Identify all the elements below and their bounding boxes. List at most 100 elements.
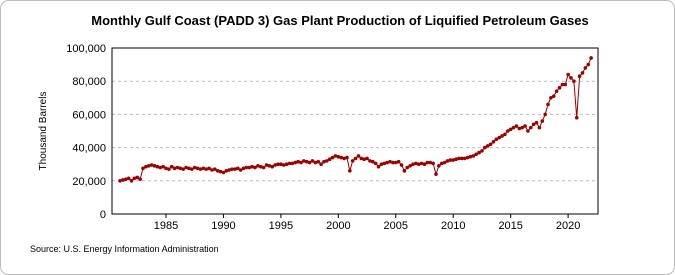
data-point <box>227 168 231 172</box>
data-point <box>416 162 421 166</box>
data-point <box>198 167 203 171</box>
data-point <box>195 166 200 171</box>
data-point <box>215 169 220 173</box>
data-point <box>546 102 550 107</box>
data-point <box>132 176 137 181</box>
chart-title: Monthly Gulf Coast (PADD 3) Gas Plant Pr… <box>91 13 588 28</box>
data-point <box>497 135 501 140</box>
data-point <box>327 157 332 162</box>
x-tick-label: 1990 <box>211 220 235 232</box>
data-point <box>184 165 188 170</box>
data-point <box>316 159 321 164</box>
data-point <box>540 119 545 123</box>
data-point <box>210 168 214 172</box>
data-point <box>491 139 496 144</box>
data-point <box>258 164 263 169</box>
data-point <box>192 165 197 170</box>
data-point <box>508 127 513 132</box>
y-tick-label: 20,000 <box>72 176 106 188</box>
data-point <box>336 154 341 159</box>
data-point <box>181 167 186 171</box>
y-tick-label: 80,000 <box>72 76 106 88</box>
data-point <box>405 165 410 170</box>
data-point <box>425 160 430 165</box>
data-point <box>448 158 453 162</box>
data-point <box>348 169 352 173</box>
source-note: Source: U.S. Energy Information Administ… <box>30 244 219 254</box>
data-point <box>333 154 338 158</box>
data-point <box>238 168 243 172</box>
data-point <box>583 66 588 70</box>
data-point <box>574 115 579 120</box>
data-point <box>144 164 148 169</box>
data-point <box>178 166 183 171</box>
data-point <box>376 164 381 169</box>
data-point <box>523 124 527 128</box>
data-point <box>402 169 407 173</box>
data-point <box>411 162 415 166</box>
data-point <box>577 74 582 79</box>
data-point <box>422 162 427 166</box>
data-point <box>399 163 404 167</box>
data-point <box>325 159 329 163</box>
y-tick-label: 100,000 <box>66 43 106 55</box>
data-point <box>123 177 128 181</box>
data-point <box>273 163 277 167</box>
data-point <box>299 160 303 165</box>
data-point <box>256 164 260 168</box>
data-point <box>434 172 438 176</box>
data-point <box>454 157 458 162</box>
data-point <box>169 164 174 169</box>
data-point <box>247 165 252 170</box>
data-point <box>290 161 295 166</box>
data-point <box>149 163 154 167</box>
x-tick-label: 2020 <box>556 220 580 232</box>
data-point <box>451 158 456 162</box>
data-point <box>310 159 315 163</box>
data-point <box>483 145 487 150</box>
data-point <box>379 162 384 166</box>
data-point <box>313 160 318 165</box>
data-point <box>270 164 275 169</box>
x-tick-label: 2005 <box>384 220 408 232</box>
data-point <box>175 165 180 170</box>
data-point <box>218 169 223 174</box>
plot-border <box>111 47 599 215</box>
data-point <box>437 164 441 168</box>
data-point <box>236 166 240 171</box>
data-point <box>514 124 519 128</box>
data-point <box>503 132 507 137</box>
data-point <box>233 167 237 171</box>
data-point <box>293 160 298 165</box>
data-point <box>368 159 372 163</box>
data-point <box>439 161 444 166</box>
data-point <box>385 160 389 165</box>
data-point <box>167 167 171 171</box>
data-point <box>350 159 355 163</box>
data-point <box>330 155 335 160</box>
data-point <box>566 72 570 77</box>
data-point <box>302 159 306 163</box>
data-point <box>267 164 272 168</box>
data-point <box>281 163 286 167</box>
data-point <box>551 94 556 98</box>
data-point <box>158 165 163 170</box>
data-point <box>388 159 392 164</box>
data-point <box>543 112 547 117</box>
data-point <box>365 156 369 161</box>
data-point <box>287 161 292 166</box>
data-point <box>462 156 467 161</box>
data-point <box>393 160 398 165</box>
data-point <box>126 176 131 181</box>
data-point <box>244 165 249 170</box>
data-point <box>118 179 122 183</box>
data-point <box>396 159 401 164</box>
y-tick-label: 60,000 <box>72 109 106 121</box>
data-point <box>517 126 522 131</box>
data-point <box>353 156 358 161</box>
data-point <box>468 154 473 159</box>
data-point <box>382 161 387 166</box>
